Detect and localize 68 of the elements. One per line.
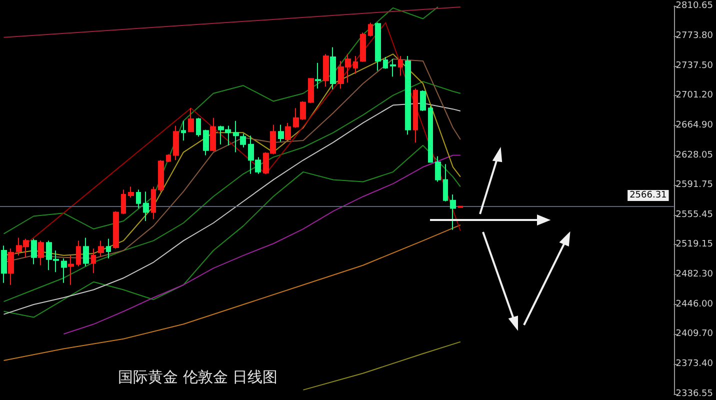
candlestick [98,240,104,257]
candlestick [428,106,433,163]
y-tick-label: 2664.90 [676,120,714,130]
candlestick [323,54,329,87]
y-tick-label: 2628.05 [676,150,713,160]
y-tick-label: 2446.00 [676,299,714,310]
candlestick [285,122,291,140]
line-series [3,6,438,234]
candlestick [143,191,149,222]
y-tick-label: 2701.20 [676,90,714,101]
candlestick [240,133,246,148]
candlestick [121,189,126,215]
candlestick [128,186,134,198]
candlestick [368,22,373,37]
ref-line-label: 2566.31 [630,190,667,200]
candlestick [315,62,321,89]
candlestick [68,254,74,286]
y-tick-label: 2773.80 [676,31,714,42]
y-tick-label: 2482.30 [676,270,714,280]
candlestick [308,78,314,104]
candlestick [91,248,96,274]
candlestick [1,245,7,284]
candlestick [233,120,239,153]
candlestick [353,56,358,74]
candlestick [383,56,388,70]
candlestick [166,154,171,163]
candlestick [61,258,67,284]
line-series [302,341,461,390]
y-tick-label: 2555.45 [676,210,713,220]
y-tick-label: 2591.75 [676,180,713,190]
candlestick [158,160,164,192]
y-tick-label: 2737.50 [676,60,714,71]
candlestick [420,90,426,112]
candlestick [203,129,209,156]
candlestick [196,117,201,138]
candlestick [83,237,89,267]
candlestick [188,108,194,132]
candlestick [113,210,119,250]
line-series [63,154,461,334]
candlestick [278,124,284,142]
candlestick [390,58,396,78]
candlestick [435,156,441,182]
y-tick-label: 2336.55 [676,389,713,399]
candlestick [210,117,216,152]
candlestick [76,240,81,267]
annotation: 国际黄金 伦敦金 日线图 [118,368,278,387]
candlestick [8,248,14,286]
y-tick-label: 2373.40 [676,358,714,369]
candlestick [38,240,44,266]
line-series [3,144,461,318]
candlestick [330,46,336,90]
candlestick [136,189,141,209]
line-series [3,224,461,361]
candlestick [31,238,37,265]
candlestick [106,238,111,259]
y-tick-label: 2409.70 [676,329,714,340]
candlestick [360,32,366,62]
y-tick-label: 2810.65 [676,1,713,11]
candlestick [413,88,418,143]
candlestick [405,56,411,136]
candlestick [181,120,186,142]
candlestick [375,22,381,72]
candlestick [450,194,456,230]
y-tick-label: 2519.15 [676,240,713,250]
candlestick [173,125,179,161]
candlestick [398,56,403,76]
candlestick [443,164,448,202]
candlestick [151,186,156,220]
